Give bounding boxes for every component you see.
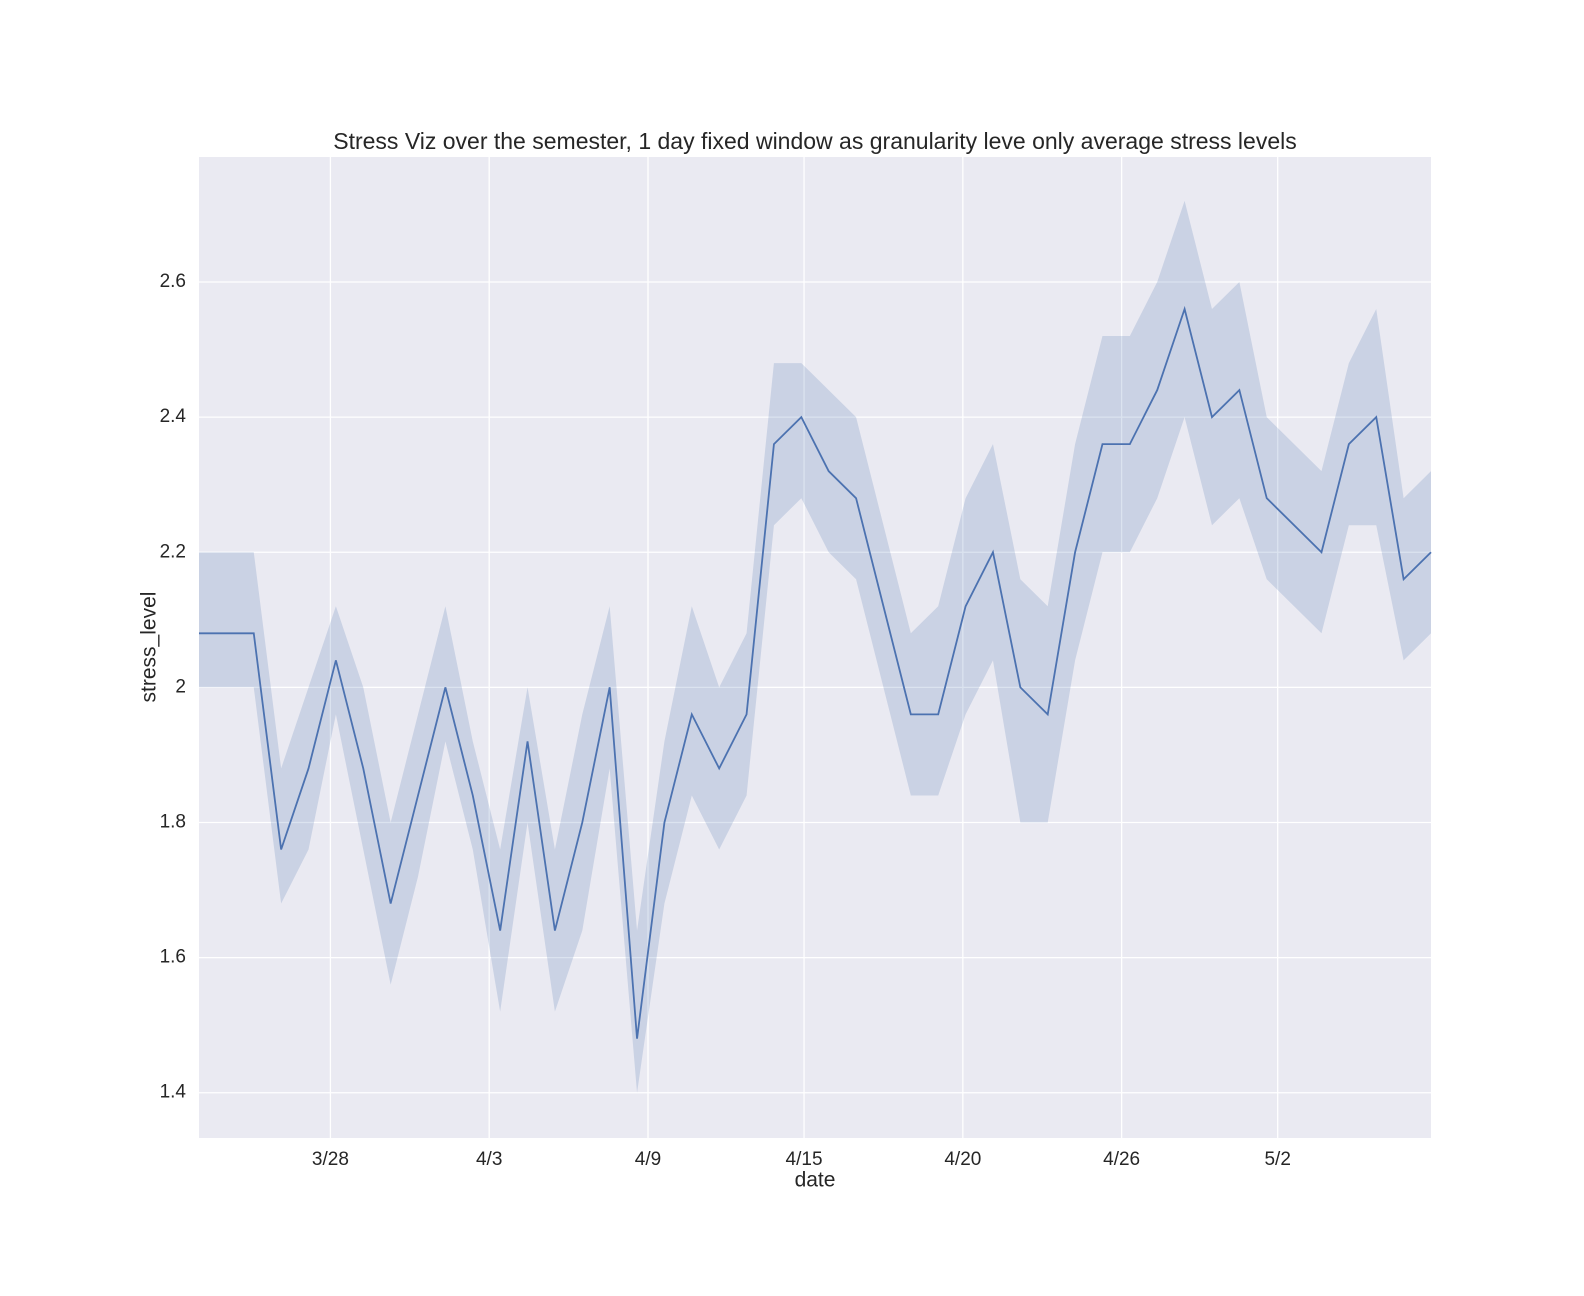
x-tick-label: 4/26 [1103, 1149, 1140, 1170]
x-tick-label: 4/9 [635, 1149, 661, 1170]
y-axis-label: stress_level [138, 592, 161, 703]
confidence-band [199, 200, 1431, 1093]
plot-background [199, 157, 1431, 1138]
y-tick-label: 1.6 [160, 947, 186, 968]
line [199, 305, 1432, 1039]
x-tick-label: 3/28 [312, 1149, 349, 1170]
x-axis-label: date [795, 1169, 836, 1192]
y-tick-label: 1.4 [160, 1082, 187, 1103]
y-tick-label: 1.8 [160, 812, 186, 833]
y-tick-label: 2.2 [160, 541, 186, 562]
y-tick-label: 2.4 [160, 406, 187, 427]
x-tick-label: 4/3 [476, 1149, 502, 1170]
x-tick-label: 4/15 [786, 1149, 823, 1170]
chart-title: Stress Viz over the semester, 1 day fixe… [333, 128, 1296, 154]
x-tick-label: 5/2 [1264, 1149, 1290, 1170]
y-tick-label: 2 [175, 676, 186, 697]
x-tick-label: 4/20 [944, 1149, 981, 1170]
y-tick-label: 2.6 [160, 271, 186, 292]
